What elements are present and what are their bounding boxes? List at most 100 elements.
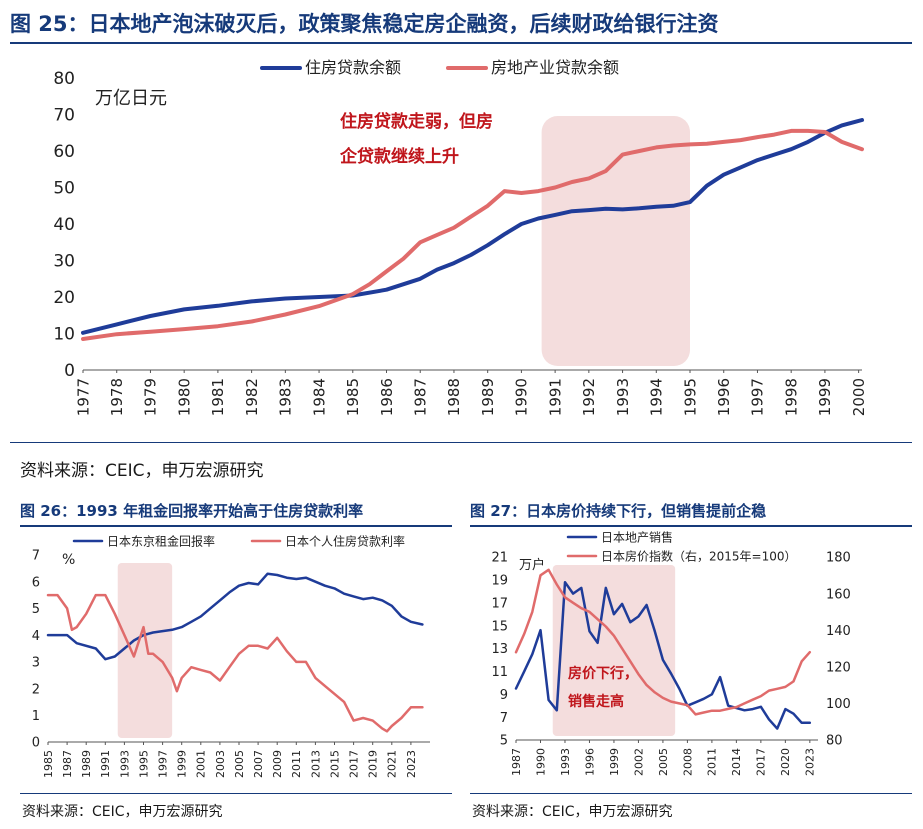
- c27-xtick-label: 1987: [510, 748, 523, 776]
- c26-xtick-label: 1993: [118, 750, 131, 778]
- c26-xtick-label: 1991: [99, 750, 112, 778]
- c27-ytick-label: 9: [500, 688, 508, 703]
- c27-xtick-label: 2023: [804, 748, 817, 776]
- c26-ytick-label: 7: [32, 549, 40, 564]
- c27-ytick-label: 11: [491, 665, 508, 680]
- c26-y-unit-label: %: [62, 552, 75, 568]
- c26-xtick-label: 2003: [214, 750, 227, 778]
- c25-xtick-label: 1978: [108, 378, 126, 416]
- c25-y-unit-label: 万亿日元: [95, 88, 167, 109]
- c27-xtick-label: 1993: [559, 748, 572, 776]
- figure-25-top-rule: [10, 42, 912, 44]
- c25-xtick-label: 1992: [580, 378, 598, 416]
- c25-xtick-label: 1977: [74, 378, 92, 416]
- c26-xtick-label: 2013: [309, 750, 322, 778]
- c26-ytick-label: 6: [32, 575, 40, 590]
- c27-ytick-label: 7: [500, 711, 508, 726]
- c25-ytick-label: 50: [53, 179, 75, 199]
- c27-xtick-label: 2020: [779, 748, 792, 776]
- c25-ytick-label: 30: [53, 252, 75, 272]
- c25-xtick-label: 1979: [142, 378, 160, 416]
- c25-xtick-label: 1987: [411, 378, 429, 416]
- c25-xtick-label: 1985: [344, 378, 362, 416]
- c25-xtick-label: 1991: [546, 378, 564, 416]
- c25-xtick-label: 2000: [850, 378, 868, 416]
- c25-ytick-label: 20: [53, 288, 75, 308]
- c27-y2tick-label: 120: [826, 660, 851, 675]
- figure-26-title: 图 26：1993 年租金回报率开始高于住房贷款利率: [20, 502, 364, 520]
- c26-xtick-label: 2017: [347, 750, 360, 778]
- c25-ytick-label: 0: [64, 361, 75, 381]
- c27-xtick-label: 2014: [730, 748, 743, 776]
- c25-xtick-label: 1996: [715, 378, 733, 416]
- c26-xtick-label: 2019: [367, 750, 380, 778]
- figure-25-bottom-rule: [10, 442, 912, 443]
- c25-xtick-label: 1995: [681, 378, 699, 416]
- c26-ytick-label: 3: [32, 656, 40, 671]
- figure-26-bottom-rule: [20, 793, 452, 794]
- c26-ytick-label: 0: [32, 736, 40, 751]
- c26-series-line-2: [46, 593, 424, 733]
- c26-legend-label-1: 日本东京租金回报率: [107, 534, 215, 549]
- c26-xtick-label: 1989: [80, 750, 93, 778]
- figure-25-title: 图 25：日本地产泡沫破灭后，政策聚焦稳定房企融资，后续财政给银行注资: [10, 12, 719, 36]
- c25-xtick-label: 1998: [782, 378, 800, 416]
- c27-series-line-1: [514, 580, 812, 730]
- c26-xtick-label: 2015: [328, 750, 341, 778]
- c27-ytick-label: 15: [491, 619, 508, 634]
- c25-xtick-label: 1984: [310, 378, 328, 416]
- c26-xtick-label: 2011: [290, 750, 303, 778]
- c25-ytick-label: 80: [53, 69, 75, 89]
- c27-xtick-label: 1996: [583, 748, 596, 776]
- c26-ytick-label: 5: [32, 602, 40, 617]
- c26-xtick-label: 2005: [233, 750, 246, 778]
- c27-y-unit-label: 万户: [519, 557, 545, 573]
- figure-25-source: 资料来源：CEIC，申万宏源研究: [20, 461, 264, 481]
- c25-xtick-label: 1982: [243, 378, 261, 416]
- c27-xtick-label: 1999: [608, 748, 621, 776]
- figure-27-top-rule: [470, 525, 912, 527]
- c25-xtick-label: 1994: [648, 378, 666, 416]
- c25-highlight-region: [541, 116, 691, 366]
- c25-xtick-label: 1993: [614, 378, 632, 416]
- c26-ytick-label: 4: [32, 629, 40, 644]
- c26-xtick-label: 1987: [61, 750, 74, 778]
- c25-xtick-label: 1980: [175, 378, 193, 416]
- c27-xtick-label: 2011: [706, 748, 719, 776]
- c27-series-line-2: [514, 568, 812, 716]
- c26-xtick-label: 1995: [137, 750, 150, 778]
- c25-legend-label-1: 住房贷款余额: [305, 58, 401, 77]
- c25-xtick-label: 1990: [513, 378, 531, 416]
- c27-y2tick-label: 80: [826, 734, 843, 749]
- c25-annotation-line-2: 企贷款继续上升: [339, 146, 459, 167]
- c27-xtick-label: 2008: [681, 748, 694, 776]
- c26-highlight-region: [117, 563, 173, 738]
- figure-27-bottom-rule: [470, 793, 912, 794]
- c27-ytick-label: 13: [491, 642, 508, 657]
- c27-xtick-label: 1990: [534, 748, 547, 776]
- figure-27-source: 资料来源：CEIC，申万宏源研究: [472, 804, 673, 820]
- c25-ytick-label: 40: [53, 215, 75, 235]
- c27-ytick-label: 17: [491, 596, 508, 611]
- c25-ytick-label: 60: [53, 142, 75, 162]
- c27-xtick-label: 2017: [755, 748, 768, 776]
- c27-ytick-label: 19: [491, 574, 508, 589]
- c26-xtick-label: 2007: [252, 750, 265, 778]
- c25-ytick-label: 70: [53, 106, 75, 126]
- figure-26-top-rule: [20, 525, 452, 527]
- c27-annotation-line-2: 销售走高: [568, 693, 624, 710]
- c26-xtick-label: 1997: [156, 750, 169, 778]
- c26-legend-label-2: 日本个人住房贷款利率: [285, 534, 405, 549]
- c25-xtick-label: 1999: [816, 378, 834, 416]
- c27-y2tick-label: 140: [826, 624, 851, 639]
- c26-xtick-label: 1985: [42, 750, 55, 778]
- c25-xtick-label: 1983: [277, 378, 295, 416]
- c26-xtick-label: 2009: [271, 750, 284, 778]
- c27-legend-label-1: 日本地产销售: [601, 530, 673, 545]
- c25-xtick-label: 1989: [479, 378, 497, 416]
- c27-xtick-label: 2002: [632, 748, 645, 776]
- c26-xtick-label: 1999: [176, 750, 189, 778]
- c25-ytick-label: 10: [53, 325, 75, 345]
- c26-ytick-label: 2: [32, 682, 40, 697]
